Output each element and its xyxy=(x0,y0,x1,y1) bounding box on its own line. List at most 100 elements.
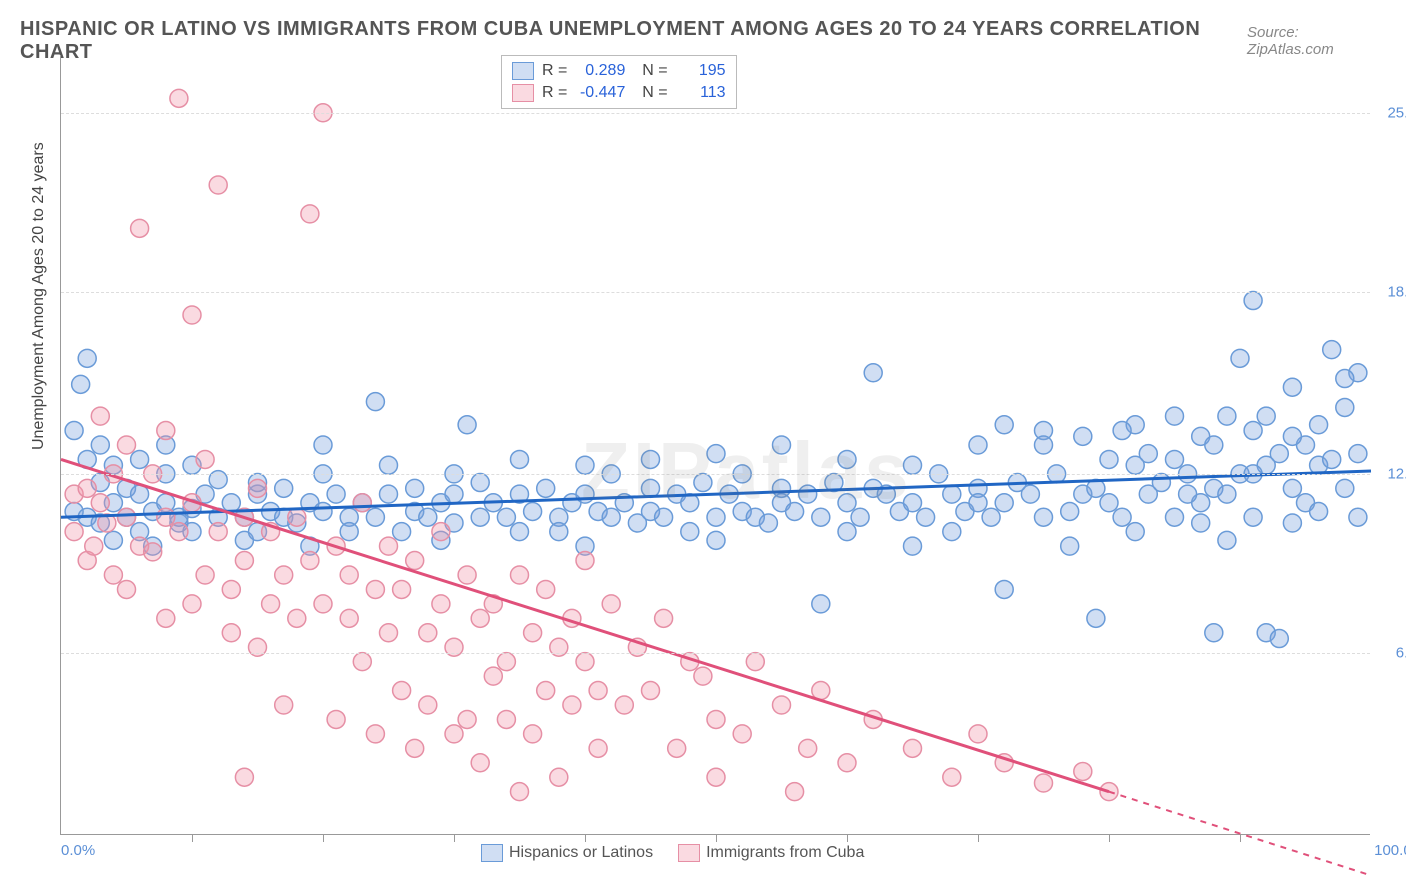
legend-swatch-2 xyxy=(678,844,700,862)
data-point xyxy=(589,682,607,700)
data-point xyxy=(458,710,476,728)
x-tick xyxy=(847,834,848,842)
data-point xyxy=(445,485,463,503)
data-point xyxy=(275,566,293,584)
data-point xyxy=(746,653,764,671)
data-point xyxy=(576,653,594,671)
data-point xyxy=(432,595,450,613)
data-point xyxy=(196,450,214,468)
data-point xyxy=(1218,531,1236,549)
data-point xyxy=(157,422,175,440)
data-point xyxy=(170,89,188,107)
data-point xyxy=(458,416,476,434)
data-point xyxy=(183,306,201,324)
data-point xyxy=(235,768,253,786)
data-point xyxy=(838,450,856,468)
data-point xyxy=(366,393,384,411)
data-point xyxy=(1283,479,1301,497)
data-point xyxy=(642,450,660,468)
data-point xyxy=(838,523,856,541)
data-point xyxy=(904,739,922,757)
data-point xyxy=(78,479,96,497)
data-point xyxy=(419,696,437,714)
data-point xyxy=(222,580,240,598)
data-point xyxy=(1061,537,1079,555)
data-point xyxy=(786,502,804,520)
data-point xyxy=(1205,436,1223,454)
scatter-svg xyxy=(61,55,1370,834)
data-point xyxy=(288,508,306,526)
data-point xyxy=(406,552,424,570)
data-point xyxy=(366,725,384,743)
data-point xyxy=(85,537,103,555)
gridline-horizontal xyxy=(61,474,1370,475)
data-point xyxy=(1035,508,1053,526)
data-point xyxy=(904,494,922,512)
x-tick xyxy=(585,834,586,842)
data-point xyxy=(314,502,332,520)
correlation-stats-box: R = 0.289 N = 195 R = -0.447 N = 113 xyxy=(501,55,737,109)
data-point xyxy=(1166,508,1184,526)
data-point xyxy=(969,494,987,512)
data-point xyxy=(1192,514,1210,532)
data-point xyxy=(786,783,804,801)
data-point xyxy=(995,494,1013,512)
data-point xyxy=(209,523,227,541)
data-point xyxy=(262,595,280,613)
data-point xyxy=(904,456,922,474)
data-point xyxy=(1310,416,1328,434)
x-tick xyxy=(323,834,324,842)
data-point xyxy=(602,595,620,613)
data-point xyxy=(1152,474,1170,492)
data-point xyxy=(91,494,109,512)
data-point xyxy=(1100,450,1118,468)
data-point xyxy=(196,566,214,584)
data-point xyxy=(524,725,542,743)
data-point xyxy=(1113,508,1131,526)
data-point xyxy=(812,508,830,526)
r-label: R = xyxy=(542,84,567,102)
series1-n-value: 195 xyxy=(676,62,726,80)
data-point xyxy=(1205,624,1223,642)
data-point xyxy=(1283,427,1301,445)
data-point xyxy=(1021,485,1039,503)
data-point xyxy=(1126,523,1144,541)
legend-label-1: Hispanics or Latinos xyxy=(509,844,653,862)
data-point xyxy=(131,450,149,468)
x-tick xyxy=(978,834,979,842)
data-point xyxy=(104,566,122,584)
data-point xyxy=(353,653,371,671)
data-point xyxy=(655,609,673,627)
data-point xyxy=(380,537,398,555)
data-point xyxy=(1244,292,1262,310)
data-point xyxy=(655,508,673,526)
data-point xyxy=(301,205,319,223)
data-point xyxy=(471,508,489,526)
data-point xyxy=(511,523,529,541)
source-attribution: Source: ZipAtlas.com xyxy=(1247,24,1386,58)
data-point xyxy=(995,580,1013,598)
data-point xyxy=(353,494,371,512)
data-point xyxy=(1257,407,1275,425)
data-point xyxy=(288,609,306,627)
data-point xyxy=(668,739,686,757)
data-point xyxy=(1074,762,1092,780)
data-point xyxy=(1218,485,1236,503)
data-point xyxy=(275,696,293,714)
data-point xyxy=(157,508,175,526)
x-tick xyxy=(454,834,455,842)
data-point xyxy=(589,739,607,757)
data-point xyxy=(707,768,725,786)
y-tick-label: 25.0% xyxy=(1375,104,1406,121)
data-point xyxy=(1179,485,1197,503)
data-point xyxy=(235,552,253,570)
data-point xyxy=(314,595,332,613)
data-point xyxy=(537,682,555,700)
data-point xyxy=(694,667,712,685)
data-point xyxy=(759,514,777,532)
data-point xyxy=(694,474,712,492)
data-point xyxy=(419,508,437,526)
data-point xyxy=(497,653,515,671)
data-point xyxy=(995,416,1013,434)
data-point xyxy=(340,566,358,584)
